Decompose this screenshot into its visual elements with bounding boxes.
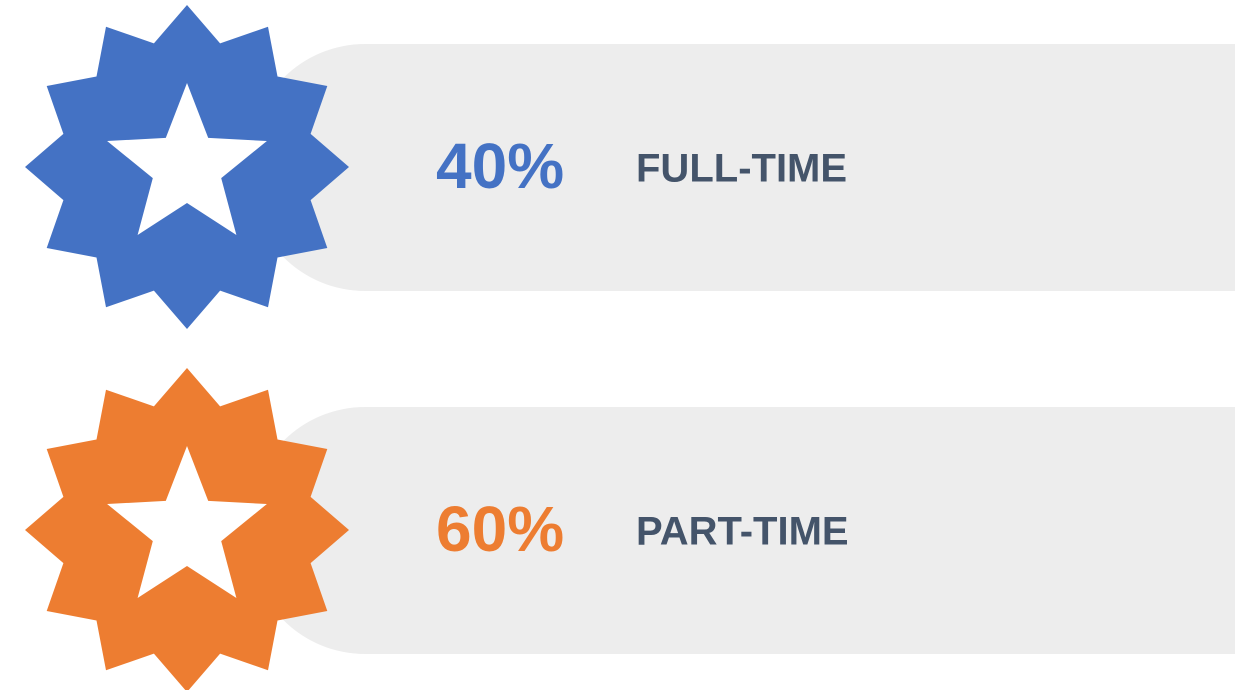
badge-star [107,83,267,235]
banner [250,44,1235,291]
percentage: 40% [436,130,564,202]
percentage: 60% [436,493,564,565]
banner [250,407,1235,654]
badge-star [107,446,267,598]
label: PART-TIME [636,510,849,554]
label: FULL-TIME [636,147,847,191]
